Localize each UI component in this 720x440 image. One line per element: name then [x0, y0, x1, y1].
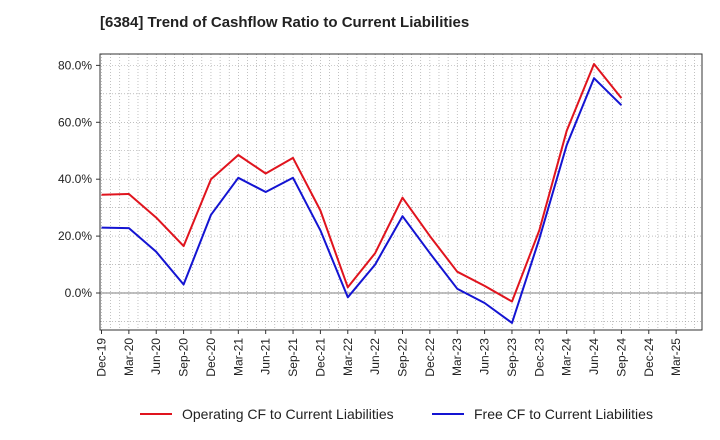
y-tick-label: 0.0%	[65, 286, 93, 300]
legend-label-operating-cf: Operating CF to Current Liabilities	[182, 406, 394, 422]
x-tick-label: Sep-24	[614, 338, 628, 377]
x-tick-label: Mar-23	[450, 338, 464, 376]
x-tick-label: Jun-21	[259, 338, 273, 375]
series-line-free-cf	[101, 77, 623, 324]
x-axis-ticks: Dec-19 Mar-20 Jun-20 Sep-20 Dec-20 Mar-21 Jun-…	[95, 330, 683, 377]
x-tick-label: Sep-23	[505, 338, 519, 377]
y-axis-ticks: 0.0% 20.0% 40.0% 60.0% 80.0%	[58, 58, 100, 300]
x-tick-label: Jun-24	[587, 338, 601, 375]
x-tick-label: Mar-24	[560, 338, 574, 376]
y-tick-label: 40.0%	[58, 172, 92, 186]
x-tick-label: Sep-22	[396, 338, 410, 377]
grid-lines	[100, 54, 702, 330]
x-tick-label: Dec-23	[532, 338, 546, 377]
x-tick-label: Sep-21	[286, 338, 300, 377]
x-tick-label: Mar-22	[341, 338, 355, 376]
series-lines	[101, 63, 623, 324]
x-tick-label: Jun-22	[368, 338, 382, 375]
y-tick-label: 60.0%	[58, 115, 92, 129]
x-tick-label: Dec-21	[313, 338, 327, 377]
x-tick-label: Mar-21	[231, 338, 245, 376]
x-tick-label: Sep-20	[177, 338, 191, 377]
plot-frame	[99, 53, 703, 331]
plot-area	[100, 54, 702, 330]
x-tick-label: Dec-19	[95, 338, 109, 377]
x-tick-label: Mar-20	[122, 338, 136, 376]
x-tick-label: Dec-20	[204, 338, 218, 377]
x-tick-label: Jun-23	[478, 338, 492, 375]
chart-title: [6384] Trend of Cashflow Ratio to Curren…	[100, 14, 470, 31]
y-tick-label: 80.0%	[58, 58, 92, 72]
x-tick-label: Jun-20	[149, 338, 163, 375]
legend-label-free-cf: Free CF to Current Liabilities	[474, 406, 653, 422]
y-tick-label: 20.0%	[58, 229, 92, 243]
x-tick-label: Dec-22	[423, 338, 437, 377]
legend: Operating CF to Current Liabilities Free…	[140, 406, 653, 422]
series-line-operating-cf	[101, 63, 623, 303]
x-tick-label: Dec-24	[642, 338, 656, 377]
x-tick-label: Mar-25	[669, 338, 683, 376]
